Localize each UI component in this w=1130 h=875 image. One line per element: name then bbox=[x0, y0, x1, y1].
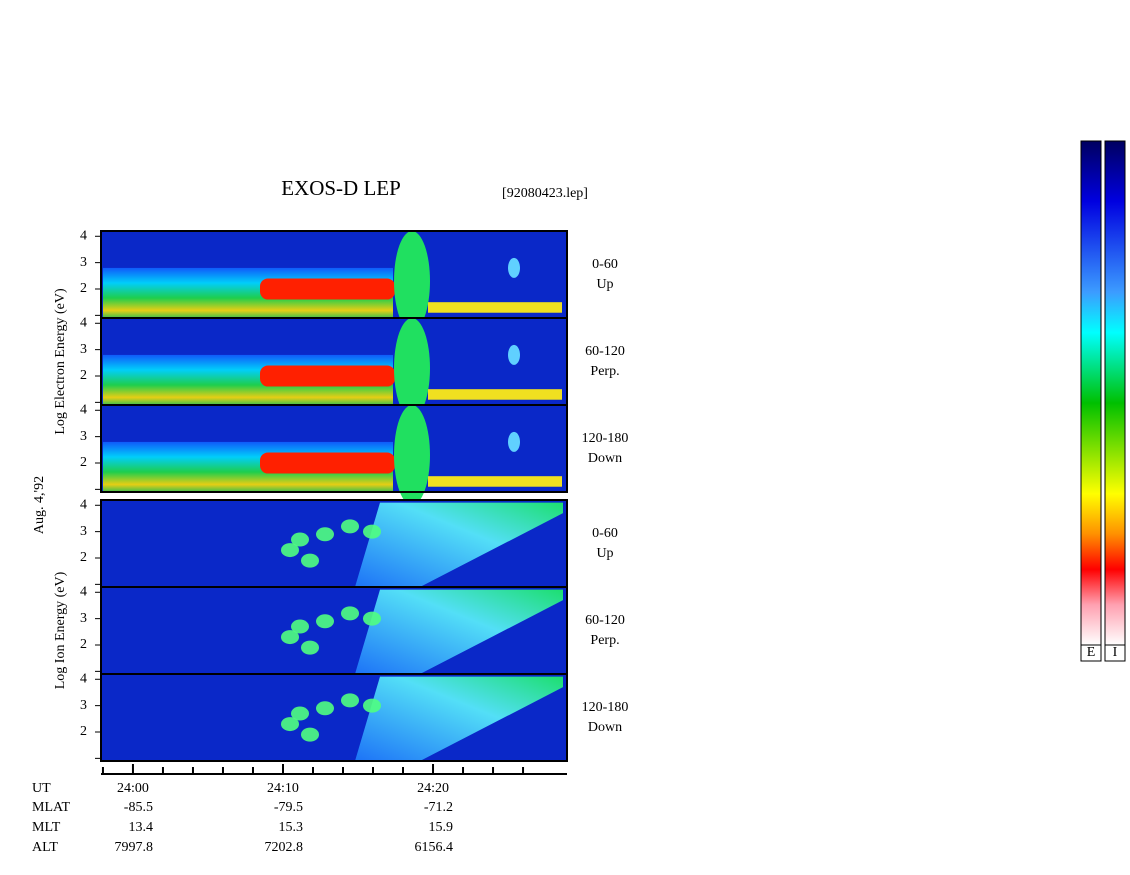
flux-blob bbox=[301, 553, 319, 568]
y-tick-label: 4 bbox=[80, 402, 87, 417]
flux-blob bbox=[316, 614, 334, 629]
y-tick-label: 4 bbox=[80, 671, 87, 686]
ephemeris-value: 15.9 bbox=[429, 820, 454, 835]
angle-label: 0-60 bbox=[592, 257, 618, 272]
flux-blob bbox=[291, 532, 309, 547]
direction-label: Down bbox=[588, 451, 622, 466]
flux-blob bbox=[363, 611, 381, 626]
flux-blob bbox=[281, 630, 299, 645]
direction-label: Up bbox=[596, 546, 613, 561]
y-tick-label: 4 bbox=[80, 228, 87, 243]
y-tick-label: 4 bbox=[80, 584, 87, 599]
flux-blob bbox=[341, 693, 359, 708]
ephemeris-value: -79.5 bbox=[274, 800, 303, 815]
flux-blob bbox=[301, 640, 319, 655]
colorbar-label: I bbox=[1113, 645, 1118, 660]
flux-blob bbox=[341, 519, 359, 534]
ephemeris-value: -85.5 bbox=[124, 800, 153, 815]
y-tick-label: 4 bbox=[80, 315, 87, 330]
x-axis-label: UT bbox=[32, 781, 51, 796]
angle-label: 60-120 bbox=[585, 344, 625, 359]
flux-core bbox=[260, 278, 395, 300]
flux-core bbox=[260, 452, 395, 474]
flux-blob bbox=[508, 431, 520, 452]
ephemeris-value: 13.4 bbox=[128, 820, 153, 835]
ephemeris-value: 7997.8 bbox=[114, 840, 153, 855]
flux-blob bbox=[316, 527, 334, 542]
ephemeris-value: 7202.8 bbox=[264, 840, 303, 855]
flux-wedge bbox=[355, 676, 563, 761]
y-tick-label: 3 bbox=[80, 524, 87, 539]
flux-blob bbox=[341, 606, 359, 621]
flux-wedge bbox=[355, 502, 563, 587]
y-axis-label: Log Ion Energy (eV) bbox=[53, 571, 68, 689]
angle-label: 120-180 bbox=[582, 431, 629, 446]
direction-label: Down bbox=[588, 720, 622, 735]
date-label: Aug. 4,'92 bbox=[32, 476, 47, 534]
y-tick-label: 2 bbox=[80, 724, 87, 739]
y-tick-label: 3 bbox=[80, 429, 87, 444]
flux-blob bbox=[291, 619, 309, 634]
y-tick-label: 2 bbox=[80, 550, 87, 565]
flux-blob bbox=[394, 231, 430, 332]
y-tick-label: 2 bbox=[80, 637, 87, 652]
flux-blob bbox=[508, 257, 520, 278]
flux-blob bbox=[301, 727, 319, 742]
flux-blob bbox=[508, 344, 520, 365]
flux-blob bbox=[281, 543, 299, 558]
flux-strip bbox=[428, 476, 562, 487]
colorbar-label-box bbox=[1104, 644, 1126, 662]
flux-blob bbox=[363, 524, 381, 539]
flux-blob bbox=[291, 706, 309, 721]
ephemeris-value: 6156.4 bbox=[415, 840, 454, 855]
flux-core bbox=[260, 365, 395, 387]
chart-title: EXOS-D LEP bbox=[281, 176, 401, 200]
panel-frame bbox=[100, 673, 568, 762]
direction-label: Perp. bbox=[590, 633, 619, 648]
y-tick-label: 2 bbox=[80, 455, 87, 470]
angle-label: 120-180 bbox=[582, 700, 629, 715]
y-tick-label: 3 bbox=[80, 611, 87, 626]
ephemeris-label: MLT bbox=[32, 820, 61, 835]
file-name: [92080423.lep] bbox=[502, 186, 588, 201]
ephemeris-value: -71.2 bbox=[424, 800, 453, 815]
direction-label: Perp. bbox=[590, 364, 619, 379]
angle-label: 0-60 bbox=[592, 526, 618, 541]
ephemeris-value: 15.3 bbox=[278, 820, 303, 835]
x-tick-label: 24:20 bbox=[417, 781, 449, 796]
panel-frame bbox=[100, 404, 568, 493]
y-tick-label: 3 bbox=[80, 342, 87, 357]
y-tick-label: 3 bbox=[80, 255, 87, 270]
x-tick-label: 24:00 bbox=[117, 781, 149, 796]
y-axis-label: Log Electron Energy (eV) bbox=[53, 288, 68, 435]
flux-blob bbox=[394, 318, 430, 419]
flux-blob bbox=[281, 717, 299, 732]
flux-strip bbox=[428, 389, 562, 400]
colorbar-label-box bbox=[1080, 644, 1102, 662]
angle-label: 60-120 bbox=[585, 613, 625, 628]
colorbar bbox=[1104, 140, 1126, 646]
flux-wedge bbox=[355, 589, 563, 674]
flux-strip bbox=[428, 302, 562, 313]
flux-blob bbox=[394, 405, 430, 506]
y-tick-label: 3 bbox=[80, 698, 87, 713]
direction-label: Up bbox=[596, 277, 613, 292]
ephemeris-label: MLAT bbox=[32, 800, 71, 815]
flux-blob bbox=[316, 701, 334, 716]
x-tick-label: 24:10 bbox=[267, 781, 299, 796]
colorbar bbox=[1080, 140, 1102, 646]
flux-blob bbox=[363, 698, 381, 713]
y-tick-label: 2 bbox=[80, 368, 87, 383]
y-tick-label: 4 bbox=[80, 497, 87, 512]
ephemeris-label: ALT bbox=[32, 840, 58, 855]
colorbar-label: E bbox=[1087, 645, 1096, 660]
y-tick-label: 2 bbox=[80, 281, 87, 296]
